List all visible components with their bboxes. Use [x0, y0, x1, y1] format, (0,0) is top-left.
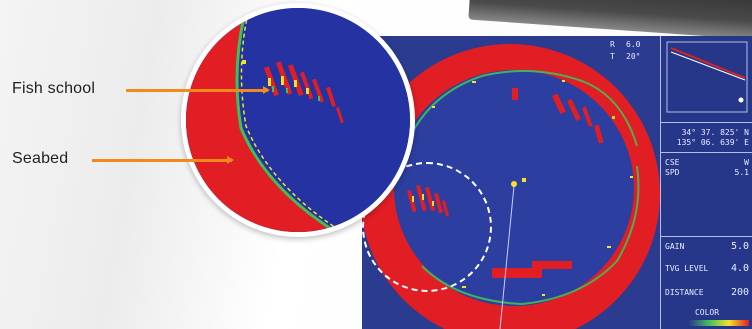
range-value: 6.0 — [626, 40, 641, 49]
tilt-label: T — [610, 52, 615, 61]
seabed-arrow — [92, 156, 234, 164]
zoom-sonar-view — [186, 8, 410, 232]
tilt-graph — [666, 41, 748, 113]
color-scale-bar — [689, 320, 749, 326]
cse-label: CSE — [665, 158, 680, 167]
range-label: R — [610, 40, 615, 49]
own-ship-marker — [511, 181, 517, 187]
side-panel: 34° 37. 825' N 135° 06. 639' E CSE W SPD… — [660, 36, 752, 329]
fish-school-arrow — [126, 86, 270, 94]
zoom-seabed — [186, 8, 336, 232]
fish-school-label: Fish school — [12, 80, 96, 97]
gain-label[interactable]: GAIN — [665, 242, 685, 251]
distance-label[interactable]: DISTANCE — [665, 288, 704, 297]
tvg-level-label[interactable]: TVG LEVEL — [665, 264, 709, 273]
heading-line — [499, 185, 515, 329]
spd-label: SPD — [665, 168, 680, 177]
tilt-value: 20° — [626, 52, 641, 61]
fish-school-highlight — [362, 162, 492, 292]
gain-value[interactable]: 5.0 — [730, 241, 749, 252]
distance-value[interactable]: 200 — [730, 287, 749, 298]
color-label[interactable]: COLOR — [694, 308, 720, 317]
position-lon: 135° 06. 639' E — [676, 138, 749, 147]
w-label: W — [744, 158, 749, 167]
seabed-label: Seabed — [12, 150, 69, 167]
tvg-level-value[interactable]: 4.0 — [730, 263, 749, 274]
spd-value: 5.1 — [734, 168, 749, 177]
zoom-magnifier — [186, 8, 410, 232]
position-lat: 34° 37. 825' N — [681, 128, 749, 137]
